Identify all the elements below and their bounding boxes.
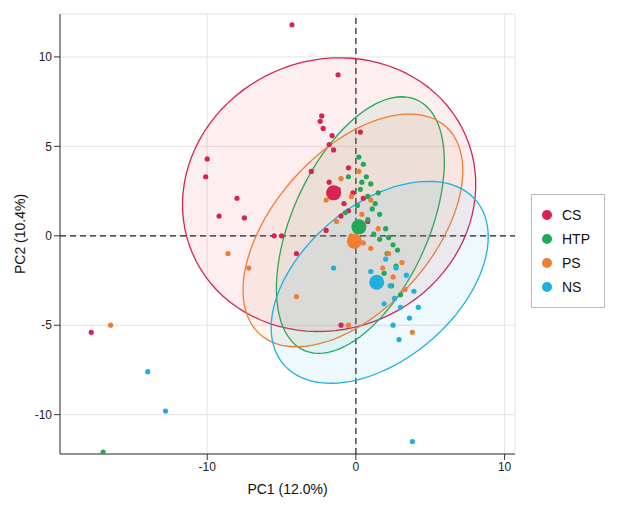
svg-text:10: 10 [498,460,512,474]
svg-text:10: 10 [39,50,53,64]
svg-text:-10: -10 [35,408,53,422]
svg-text:PC1 (12.0%): PC1 (12.0%) [247,481,327,497]
svg-text:-10: -10 [199,460,217,474]
svg-text:0: 0 [45,229,52,243]
html-text:CS: CS [562,207,582,223]
svg-text:PC2 (10.4%): PC2 (10.4%) [12,194,28,274]
html-text:HTP: HTP [562,231,590,247]
svg-text:5: 5 [45,140,52,154]
svg-text:-5: -5 [41,318,52,332]
html-text:NS: NS [562,279,582,295]
html-text:PS: PS [562,255,581,271]
svg-text:0: 0 [353,460,360,474]
